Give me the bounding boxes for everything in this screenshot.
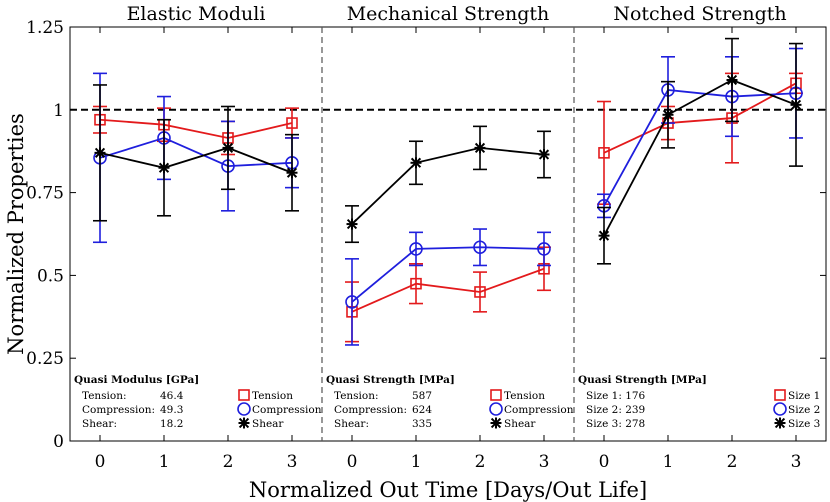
legend-value-label: Shear: — [82, 418, 117, 430]
data-point — [538, 149, 550, 161]
legend-value-label: Tension: — [82, 390, 127, 402]
x-tick-label: 1 — [411, 452, 422, 472]
data-point — [726, 74, 738, 86]
series-line-size-3 — [603, 79, 797, 237]
legend-marker — [773, 402, 787, 416]
error-bar — [409, 231, 423, 267]
legend-value: 587 — [412, 390, 432, 402]
legend-value-label: Compression: — [82, 404, 155, 416]
series-line-compression — [351, 246, 545, 303]
data-point — [345, 295, 359, 309]
y-axis-label: Normalized Properties — [4, 113, 28, 355]
panel-title: Elastic Moduli — [127, 3, 266, 25]
legend-entry: Compression — [252, 404, 322, 416]
panel-title: Mechanical Strength — [347, 3, 550, 25]
legend-value: 46.4 — [160, 390, 184, 402]
data-point — [662, 109, 674, 121]
error-bar — [473, 228, 487, 267]
legend-marker — [490, 417, 502, 429]
x-tick-label: 2 — [727, 452, 738, 472]
legend-value-label: Shear: — [334, 418, 369, 430]
legend-entry: Shear — [252, 418, 284, 430]
x-tick-label: 1 — [159, 452, 170, 472]
series-line-shear — [99, 146, 293, 174]
y-tick-label: 0.75 — [26, 184, 64, 204]
legend-value-label: Size 1: 176 — [586, 390, 646, 402]
legend-marker — [238, 389, 250, 401]
error-bar — [345, 258, 359, 346]
data-point — [537, 242, 551, 256]
legend-entry: Compression — [504, 404, 574, 416]
legend-marker — [238, 417, 250, 429]
series-line-size-2 — [603, 88, 797, 207]
plot-frame — [69, 26, 827, 442]
data-point — [790, 99, 802, 111]
legend-value-label: Size 3: 278 — [586, 418, 645, 430]
x-tick-label: 2 — [475, 452, 486, 472]
legend-marker — [490, 389, 502, 401]
series-line-tension — [351, 267, 545, 313]
legend-value: 49.3 — [160, 404, 183, 416]
legend-entry: Size 2 — [788, 404, 820, 416]
series-line-compression — [99, 136, 293, 168]
data-point — [222, 142, 234, 154]
y-tick-label: 0.5 — [37, 266, 64, 286]
data-point — [410, 277, 422, 290]
legend-value-label: Compression: — [334, 404, 407, 416]
legend-value: 335 — [412, 418, 432, 430]
legend-marker — [237, 402, 251, 416]
data-point — [598, 230, 610, 242]
legend-marker — [774, 417, 786, 429]
series-line-tension — [99, 118, 293, 139]
legend-title: Quasi Strength [MPa] — [578, 374, 707, 386]
data-point — [346, 218, 358, 230]
x-tick-label: 1 — [663, 452, 674, 472]
legend-value-label: Size 2: 239 — [586, 404, 645, 416]
legend-title: Quasi Modulus [GPa] — [74, 374, 199, 386]
legend-entry: Tension — [504, 390, 545, 402]
x-tick-label: 2 — [223, 452, 234, 472]
data-point — [409, 242, 423, 256]
x-tick-label: 0 — [599, 452, 610, 472]
legend-title: Quasi Strength [MPa] — [326, 374, 455, 386]
y-tick-label: 0 — [53, 432, 64, 452]
legend-entry: Tension — [252, 390, 293, 402]
legend-value: 624 — [412, 404, 432, 416]
error-bar — [537, 231, 551, 267]
legend-entry: Size 3 — [788, 418, 820, 430]
x-tick-label: 3 — [791, 452, 802, 472]
data-point — [473, 240, 487, 255]
x-tick-label: 0 — [347, 452, 358, 472]
x-tick-label: 3 — [539, 452, 550, 472]
data-point — [158, 162, 170, 174]
data-point — [474, 142, 486, 154]
x-axis-label: Normalized Out Time [Days/Out Life] — [249, 478, 647, 502]
legend-marker — [774, 389, 786, 401]
x-tick-label: 3 — [287, 452, 298, 472]
series-line-shear — [351, 146, 545, 225]
y-tick-label: 0.25 — [26, 349, 64, 369]
data-point — [598, 147, 610, 159]
legend-value: 18.2 — [160, 418, 183, 430]
y-tick-label: 1.25 — [26, 18, 64, 38]
data-point — [286, 167, 298, 179]
data-point — [474, 286, 486, 298]
panel-title: Notched Strength — [613, 3, 786, 25]
x-tick-label: 0 — [95, 452, 106, 472]
data-point — [94, 147, 106, 159]
legend-marker — [489, 402, 503, 416]
series-line-size-1 — [603, 82, 797, 154]
data-point — [410, 157, 422, 169]
legend-entry: Size 1 — [788, 390, 820, 402]
legend-value-label: Tension: — [334, 390, 379, 402]
data-point — [286, 117, 298, 129]
y-tick-label: 1 — [53, 101, 64, 121]
legend-entry: Shear — [504, 418, 536, 430]
error-bar — [473, 271, 487, 313]
